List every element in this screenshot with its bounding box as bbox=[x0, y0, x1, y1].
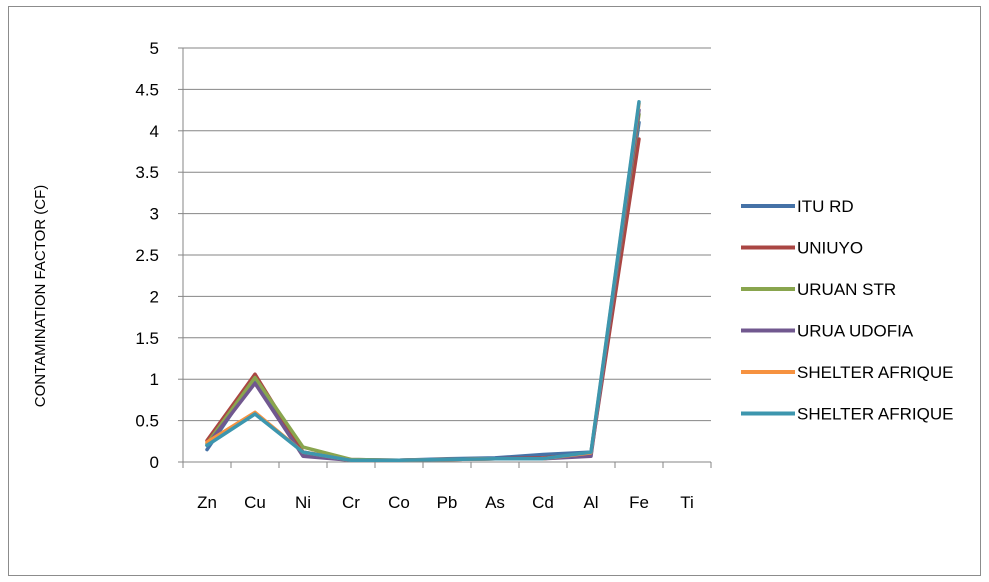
series-lines bbox=[205, 100, 641, 463]
y-axis-label: CONTAMINATION FACTOR (CF) bbox=[32, 185, 49, 408]
legend-label: URUA UDOFIA bbox=[797, 322, 914, 341]
legend-label: ITU RD bbox=[797, 197, 854, 216]
series-line-6 bbox=[205, 100, 641, 463]
y-tick-label: 2 bbox=[150, 287, 159, 306]
x-tick-label: Cu bbox=[244, 493, 266, 512]
chart-frame bbox=[8, 6, 981, 576]
y-tick-labels: 0 0.5 1 1.5 2 2.5 3 3.5 4 4.5 5 bbox=[135, 39, 159, 472]
x-tick-label: Fe bbox=[629, 493, 649, 512]
y-tick-label: 4.5 bbox=[135, 80, 159, 99]
y-tick-label: 0 bbox=[150, 453, 159, 472]
x-tick-label: Zn bbox=[197, 493, 217, 512]
x-tick-label: As bbox=[485, 493, 505, 512]
x-tick-label: Cr bbox=[342, 493, 360, 512]
y-tick-label: 1.5 bbox=[135, 329, 159, 348]
x-tick-label: Ti bbox=[680, 493, 694, 512]
x-tick-label: Ni bbox=[295, 493, 311, 512]
gridlines bbox=[183, 47, 711, 422]
axes bbox=[178, 47, 712, 468]
series-line-4 bbox=[205, 108, 641, 463]
x-tick-label: Pb bbox=[437, 493, 458, 512]
series-line-2 bbox=[205, 137, 641, 463]
legend-label: SHELTER AFRIQUE bbox=[797, 363, 954, 382]
x-tick-label: Cd bbox=[532, 493, 554, 512]
x-tick-label: Al bbox=[583, 493, 598, 512]
legend: ITU RD UNIUYO URUAN STR URUA UDOFIA SHELTER … bbox=[741, 197, 954, 424]
x-tick-label: Co bbox=[388, 493, 410, 512]
y-tick-label: 3 bbox=[150, 205, 159, 224]
legend-label: UNIUYO bbox=[797, 239, 863, 258]
y-tick-label: 5 bbox=[150, 39, 159, 58]
legend-label: URUAN STR bbox=[797, 280, 896, 299]
y-tick-label: 1 bbox=[150, 370, 159, 389]
y-tick-label: 0.5 bbox=[135, 412, 159, 431]
y-tick-label: 3.5 bbox=[135, 163, 159, 182]
y-tick-label: 4 bbox=[150, 122, 159, 141]
legend-label: SHELTER AFRIQUE bbox=[797, 405, 954, 424]
y-tick-label: 2.5 bbox=[135, 246, 159, 265]
x-tick-labels: Zn Cu Ni Cr Co Pb As Cd Al Fe Ti bbox=[197, 493, 694, 512]
